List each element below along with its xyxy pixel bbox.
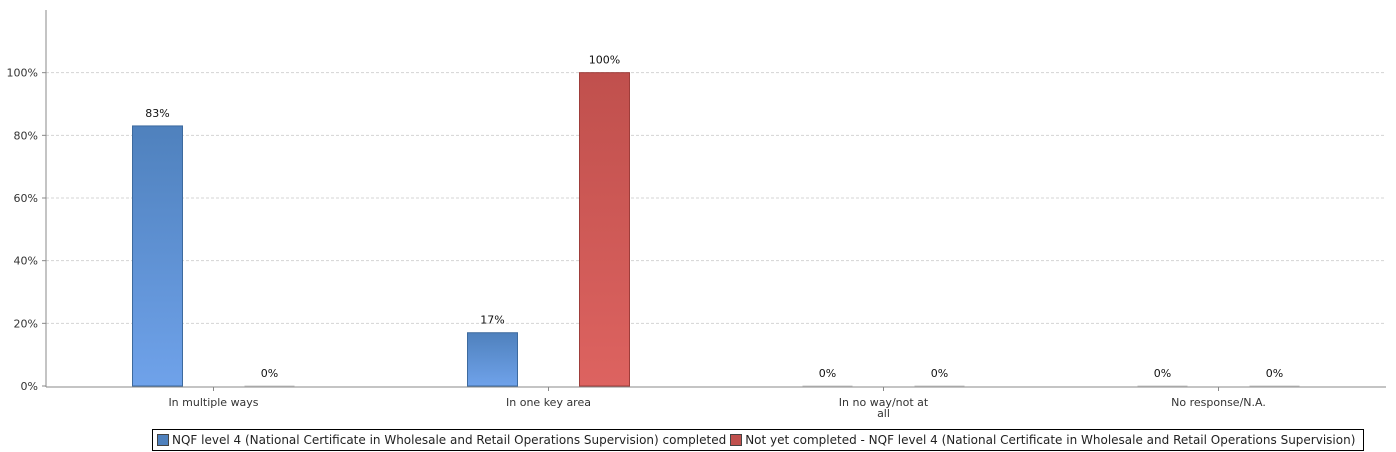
y-tick-label: 0%: [21, 380, 38, 393]
legend-swatch-completed: [157, 434, 169, 446]
x-tick-label: No response/N.A.: [1171, 396, 1266, 409]
x-tick-label: In no way/not at: [839, 396, 929, 409]
y-tick-label: 80%: [14, 129, 38, 142]
legend-label-not-completed: Not yet completed - NQF level 4 (Nationa…: [745, 433, 1356, 447]
y-tick-label: 40%: [14, 255, 38, 268]
x-tick-label: In one key area: [506, 396, 591, 409]
data-label: 0%: [931, 367, 948, 380]
y-tick-label: 20%: [14, 317, 38, 330]
legend-swatch-not-completed: [730, 434, 743, 446]
x-tick-label: all: [877, 407, 890, 420]
data-label: 0%: [1266, 367, 1283, 380]
data-label: 83%: [145, 107, 169, 120]
data-label: 100%: [589, 54, 620, 67]
legend: NQF level 4 (National Certificate in Who…: [152, 429, 1365, 451]
y-tick-label: 100%: [7, 67, 38, 80]
x-axis: In multiple ways In one key area In no way…: [46, 386, 1386, 420]
y-axis: 0% 20% 40% 60% 80% 100%: [7, 10, 47, 393]
data-label: 0%: [819, 367, 836, 380]
bar: [467, 332, 518, 387]
x-tick-label: In multiple ways: [168, 396, 258, 409]
legend-item-not-completed: Not yet completed - NQF level 4 (Nationa…: [730, 433, 1359, 447]
legend-label-completed: NQF level 4 (National Certificate in Who…: [172, 433, 727, 447]
data-label: 0%: [1154, 367, 1171, 380]
y-tick-label: 60%: [14, 192, 38, 205]
gridlines: [46, 72, 1386, 324]
data-label: 17%: [480, 314, 504, 327]
legend-item-completed: NQF level 4 (National Certificate in Who…: [157, 433, 730, 447]
data-label: 0%: [261, 367, 278, 380]
bar: [132, 125, 183, 387]
bar: [579, 72, 630, 387]
bars: 83% 0% 17% 100% 0% 0% 0% 0%: [132, 54, 1300, 387]
